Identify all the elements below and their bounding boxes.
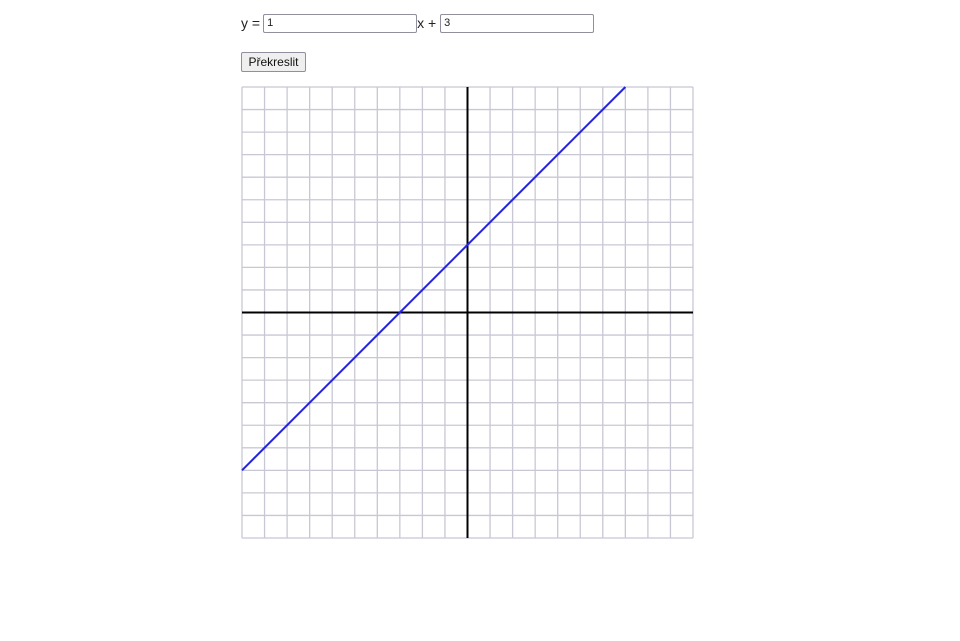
plot-lines [241, 86, 627, 472]
axes [242, 87, 693, 538]
redraw-button[interactable]: Překreslit [241, 52, 306, 72]
intercept-input[interactable] [440, 13, 595, 33]
slope-input[interactable] [263, 13, 418, 33]
graph-canvas [241, 86, 694, 539]
equation-row: y = x + [241, 13, 595, 33]
equation-x-plus: x + [417, 15, 437, 31]
equation-prefix: y = [241, 15, 261, 31]
function-line [241, 86, 627, 472]
